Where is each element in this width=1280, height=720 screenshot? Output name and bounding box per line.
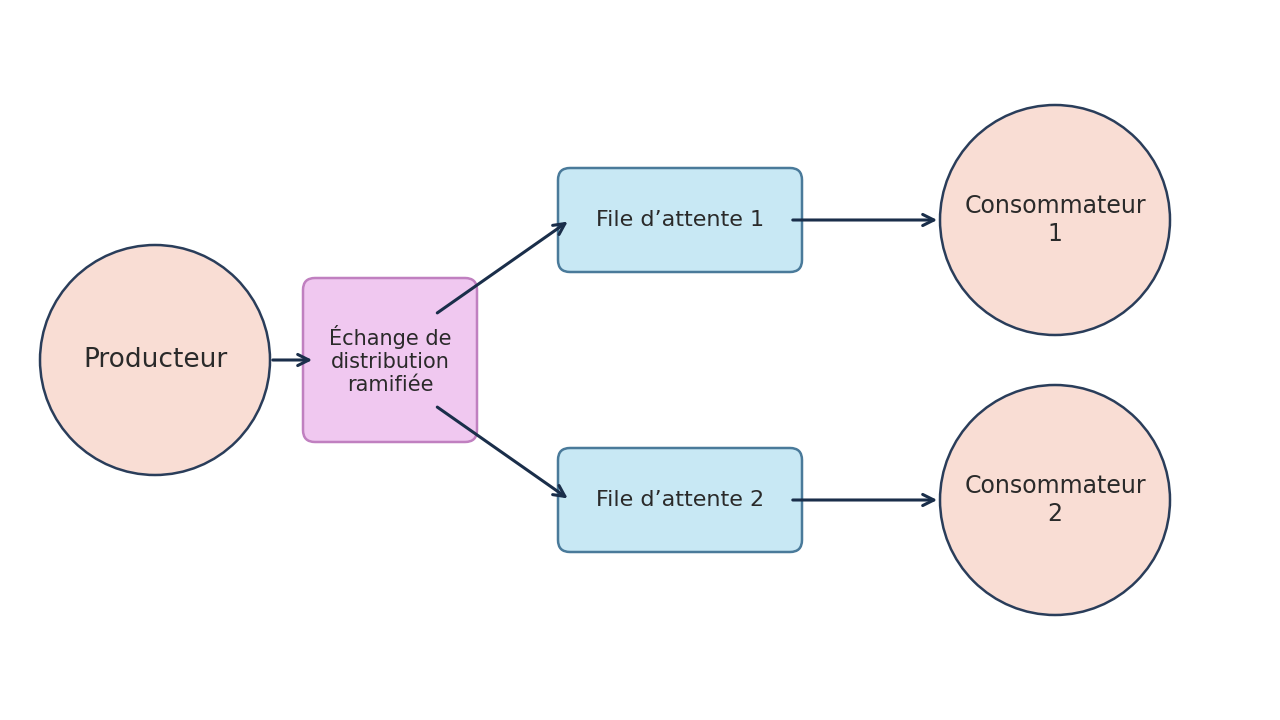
- Text: File d’attente 1: File d’attente 1: [596, 210, 764, 230]
- FancyBboxPatch shape: [558, 448, 803, 552]
- Ellipse shape: [940, 105, 1170, 335]
- Text: Consommateur
1: Consommateur 1: [964, 194, 1146, 246]
- Text: Consommateur
2: Consommateur 2: [964, 474, 1146, 526]
- Text: Échange de
distribution
ramifiée: Échange de distribution ramifiée: [329, 325, 452, 395]
- FancyBboxPatch shape: [558, 168, 803, 272]
- Ellipse shape: [40, 245, 270, 475]
- Text: File d’attente 2: File d’attente 2: [596, 490, 764, 510]
- Ellipse shape: [940, 385, 1170, 615]
- FancyBboxPatch shape: [303, 278, 477, 442]
- Text: Producteur: Producteur: [83, 347, 227, 373]
